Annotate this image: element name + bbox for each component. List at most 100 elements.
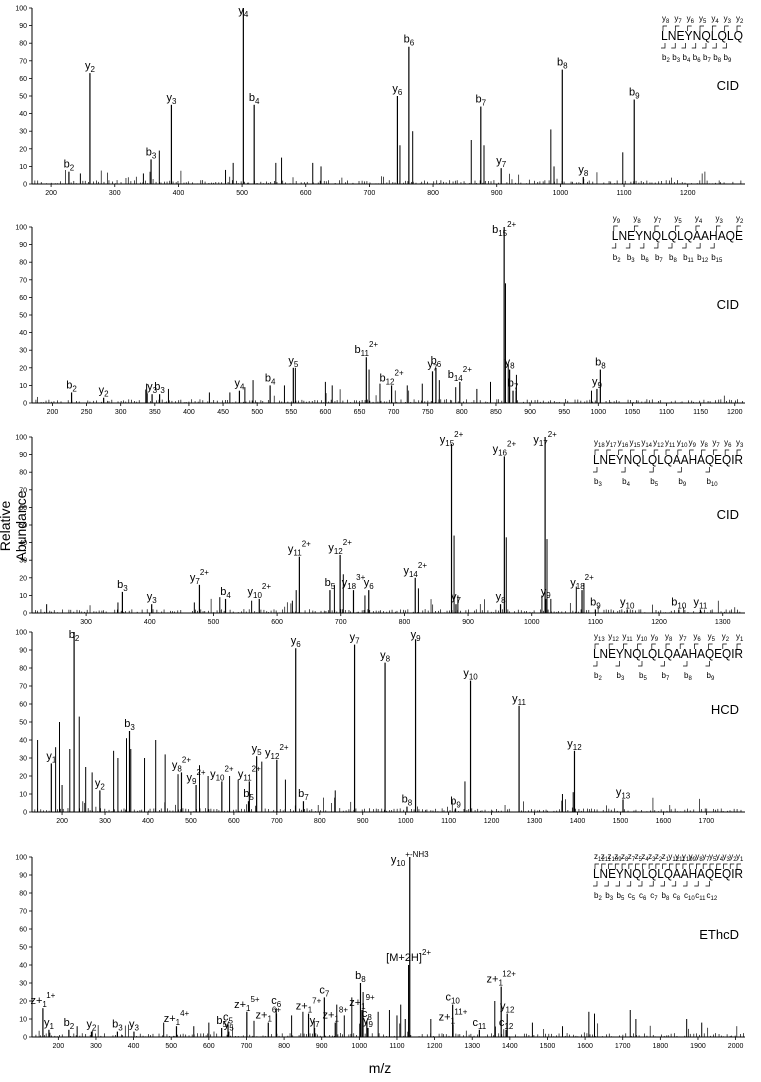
y-ion-bracket bbox=[630, 449, 635, 455]
peak-label: b2 bbox=[66, 379, 77, 393]
b-ion-bracket bbox=[653, 243, 659, 249]
peak-label: z+19+ bbox=[349, 993, 375, 1011]
y-ion-bracket bbox=[695, 225, 700, 231]
y-tick-label: 70 bbox=[19, 58, 27, 65]
peak-label: z+15+ bbox=[234, 995, 260, 1013]
baseline-noise bbox=[34, 797, 742, 812]
spectrum-panel-4: 0 10 20 30 40 50 60 70 80 90 100 200 300 400 500 600 700… bbox=[15, 629, 745, 825]
peak-label: z+18+ bbox=[323, 1006, 349, 1024]
x-axis-title: m/z bbox=[368, 1060, 392, 1076]
x-tick-label: 500 bbox=[208, 619, 220, 626]
y-ion-bracket bbox=[689, 863, 694, 869]
ion-map-label: c12 bbox=[707, 891, 718, 902]
ion-map-label: b5 bbox=[650, 477, 658, 488]
baseline-noise bbox=[34, 169, 742, 184]
peak-label: b10 bbox=[671, 596, 687, 610]
ion-map-label: b3 bbox=[617, 671, 625, 682]
ion-map-label: y6 bbox=[724, 438, 732, 449]
ion-map-label: y4 bbox=[711, 14, 719, 25]
ion-map-label: c8 bbox=[673, 891, 681, 902]
ion-map-label: y8 bbox=[695, 852, 703, 863]
ion-map-label: b8 bbox=[669, 253, 677, 264]
ion-map-label: b8 bbox=[684, 671, 692, 682]
b-ion-bracket bbox=[638, 661, 643, 667]
peak-label: y1 bbox=[44, 1017, 55, 1031]
peak-label: b5 bbox=[325, 577, 336, 591]
y-ion-bracket bbox=[633, 225, 639, 231]
peak-label: b7 bbox=[476, 94, 487, 108]
ion-map-label: z9 bbox=[614, 852, 622, 863]
y-tick-label: 10 bbox=[19, 792, 27, 799]
y-tick-label: 0 bbox=[23, 401, 27, 408]
ion-map-label: b6 bbox=[641, 253, 649, 264]
fragmentation-method: HCD bbox=[711, 702, 739, 717]
ion-map-label: b7 bbox=[703, 53, 711, 64]
x-tick-label: 2000 bbox=[728, 1043, 744, 1050]
y-ion-bracket bbox=[711, 25, 717, 31]
peak-label: y183+ bbox=[342, 573, 366, 591]
peak-label: b4 bbox=[220, 586, 231, 600]
ion-map-label: y1 bbox=[736, 632, 744, 643]
ion-map-label: b10 bbox=[707, 477, 719, 488]
peak-label: z+11+ bbox=[30, 991, 55, 1009]
peak-label: y6 bbox=[291, 635, 302, 649]
peak-label: y10+-NH3 bbox=[391, 850, 429, 868]
ion-map-label: z1 bbox=[662, 852, 670, 863]
y-tick-label: 60 bbox=[19, 702, 27, 709]
ion-map-label: y3 bbox=[722, 852, 730, 863]
ion-map-label: y6 bbox=[687, 14, 695, 25]
y-tick-label: 20 bbox=[19, 999, 27, 1006]
y-tick-label: 50 bbox=[19, 313, 27, 320]
y-tick-label: 30 bbox=[19, 348, 27, 355]
x-tick-label: 400 bbox=[142, 818, 154, 825]
y-tick-label: 40 bbox=[19, 330, 27, 337]
b-ion-bracket bbox=[660, 661, 665, 667]
y-ion-bracket bbox=[736, 643, 741, 649]
peak-label: b9 bbox=[590, 596, 601, 610]
y-tick-label: 20 bbox=[19, 365, 27, 372]
ion-map-label: z7 bbox=[628, 852, 636, 863]
y-ion-bracket bbox=[708, 643, 713, 649]
ion-map-label: z3 bbox=[648, 852, 656, 863]
y-tick-label: 70 bbox=[19, 909, 27, 916]
b-ion-bracket bbox=[625, 243, 631, 249]
ion-map-label: y5 bbox=[699, 14, 707, 25]
peak-label: [M+2H]2+ bbox=[386, 948, 431, 964]
peak-label: b6 bbox=[404, 34, 415, 48]
y-ion-bracket bbox=[736, 449, 741, 455]
x-tick-label: 300 bbox=[90, 1043, 102, 1050]
peak-label: b112+ bbox=[355, 340, 379, 358]
ion-map-label: y8 bbox=[633, 214, 641, 225]
ion-map-label: y2 bbox=[736, 14, 744, 25]
peak-label: b2 bbox=[69, 629, 80, 643]
y-tick-label: 50 bbox=[19, 523, 27, 530]
x-tick-label: 1800 bbox=[653, 1043, 669, 1050]
x-tick-label: 450 bbox=[217, 409, 229, 416]
ion-map-label: y11 bbox=[675, 852, 686, 863]
b-ion-bracket bbox=[668, 243, 673, 249]
y-tick-label: 0 bbox=[23, 1035, 27, 1042]
y-tick-label: 0 bbox=[23, 611, 27, 618]
x-tick-label: 400 bbox=[173, 190, 185, 197]
x-tick-label: 1000 bbox=[352, 1043, 368, 1050]
y-ion-bracket bbox=[699, 25, 704, 31]
b-ion-bracket bbox=[593, 467, 598, 473]
peak-label: y3 bbox=[166, 92, 177, 106]
peak-label: y10 bbox=[463, 668, 478, 682]
ion-map-label: z4 bbox=[641, 852, 649, 863]
peak-label: b8 bbox=[595, 357, 606, 371]
ion-map-label: b2 bbox=[662, 53, 670, 64]
y-ion-bracket bbox=[641, 449, 647, 455]
peak-label: y3 bbox=[129, 1019, 140, 1033]
b-ion-bracket bbox=[722, 43, 727, 49]
ion-map-label: c5 bbox=[628, 891, 636, 902]
x-tick-label: 1700 bbox=[699, 818, 715, 825]
b-ion-bracket bbox=[696, 243, 701, 249]
peak-label: y162+ bbox=[493, 439, 517, 457]
peak-label: y13 bbox=[616, 786, 631, 800]
peak-label: b6 bbox=[431, 355, 442, 369]
ion-map-label: y3 bbox=[724, 14, 732, 25]
ion-map-label: y8 bbox=[665, 632, 673, 643]
y-ion-bracket bbox=[601, 863, 606, 869]
y-tick-label: 40 bbox=[19, 111, 27, 118]
